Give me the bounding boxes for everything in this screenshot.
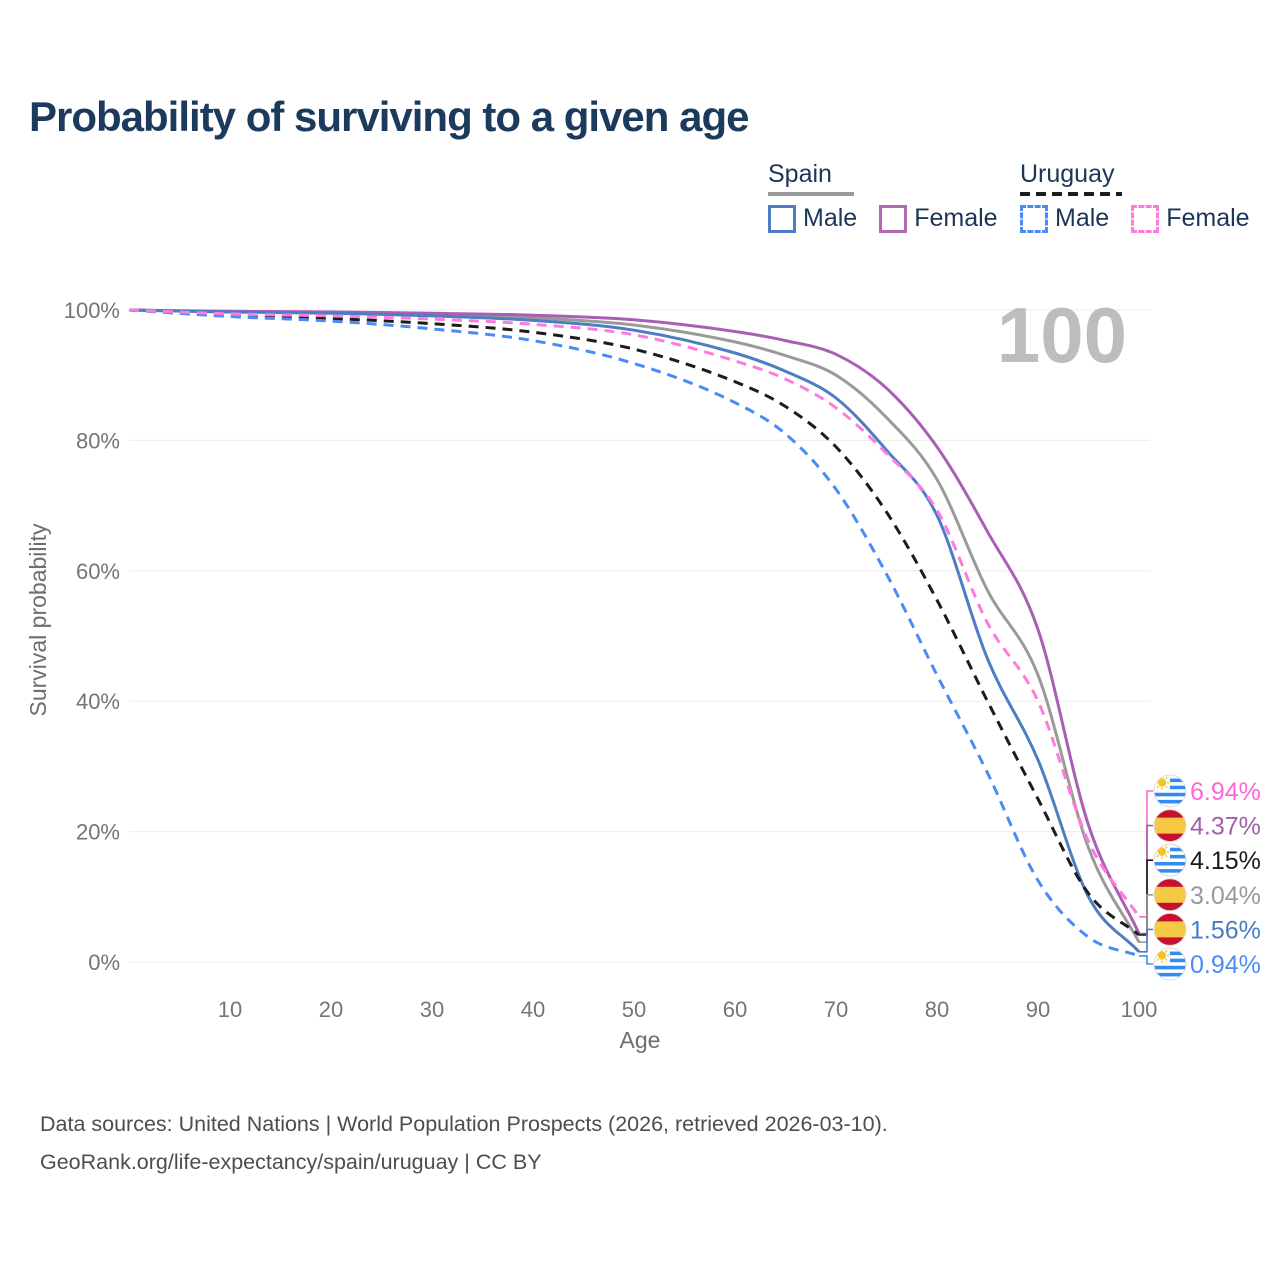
legend-item-label: Female — [914, 204, 998, 232]
x-tick-label: 50 — [622, 997, 646, 1022]
end-label-leader — [1139, 790, 1153, 918]
x-tick-label: 20 — [319, 997, 343, 1022]
legend-item-label: Male — [1055, 204, 1110, 232]
curve-uruguay-male — [128, 308, 1140, 958]
legend-underline-spain — [768, 192, 854, 196]
x-tick-label: 100 — [1121, 997, 1158, 1022]
x-tick-label: 80 — [925, 997, 949, 1022]
end-value-label: 4.15% — [1190, 847, 1261, 875]
curve-spain-male — [128, 308, 1141, 953]
end-label-leader — [1139, 894, 1153, 943]
x-tick-label: 30 — [420, 997, 444, 1022]
end-value-label: 3.04% — [1190, 882, 1261, 910]
legend-group-spain: Spain Male Female — [768, 160, 1020, 233]
y-tick-label: 100% — [64, 298, 120, 323]
legend-item-uruguay-male[interactable]: Male — [1020, 204, 1109, 233]
end-label-leader — [1139, 859, 1153, 936]
x-tick-label: 40 — [521, 997, 545, 1022]
legend-group-title-spain: Spain — [768, 160, 832, 188]
x-axis-title: Age — [620, 1027, 661, 1053]
spain-female-swatch-icon — [879, 204, 908, 233]
y-tick-label: 20% — [76, 820, 120, 845]
uruguay-male-swatch-icon — [1020, 204, 1048, 233]
end-value-label: 6.94% — [1190, 778, 1261, 806]
x-tick-label: 90 — [1026, 997, 1050, 1022]
chart-footer: Data sources: United Nations | World Pop… — [40, 1105, 888, 1181]
legend-item-label: Male — [803, 204, 858, 232]
end-value-label: 4.37% — [1190, 813, 1261, 841]
uruguay-flag-icon — [1153, 947, 1187, 981]
legend-item-label: Female — [1166, 204, 1250, 232]
legend-item-uruguay-female[interactable]: Female — [1131, 204, 1250, 233]
uruguay-flag-icon — [1153, 843, 1187, 877]
spain-male-swatch-icon — [768, 204, 796, 233]
data-sources-line: Data sources: United Nations | World Pop… — [40, 1112, 888, 1136]
legend-group-title-uruguay: Uruguay — [1020, 160, 1115, 188]
end-value-label: 1.56% — [1190, 916, 1261, 944]
legend-group-uruguay: Uruguay Male Female — [1020, 160, 1272, 233]
age-watermark: 100 — [997, 291, 1127, 379]
x-tick-label: 10 — [218, 997, 242, 1022]
y-tick-label: 60% — [76, 559, 120, 584]
attribution-line: GeoRank.org/life-expectancy/spain/urugua… — [40, 1150, 542, 1174]
legend-item-spain-female[interactable]: Female — [879, 204, 998, 233]
end-label-leader — [1139, 955, 1153, 965]
uruguay-female-swatch-icon — [1131, 204, 1160, 233]
curve-uruguay-female — [128, 308, 1141, 918]
legend-item-spain-male[interactable]: Male — [768, 204, 857, 233]
end-value-label: 0.94% — [1190, 951, 1261, 979]
end-label-leader — [1139, 928, 1153, 953]
legend-underline-uruguay — [1020, 192, 1122, 196]
x-tick-label: 60 — [723, 997, 747, 1022]
y-tick-label: 80% — [76, 428, 120, 453]
spain-flag-icon — [1153, 912, 1187, 946]
y-axis-title: Survival probability — [25, 523, 51, 717]
curve-uruguay-both — [128, 308, 1140, 937]
x-tick-label: 70 — [824, 997, 848, 1022]
y-tick-label: 40% — [76, 689, 120, 714]
page-title: Probability of surviving to a given age — [29, 93, 749, 140]
uruguay-flag-icon — [1153, 774, 1187, 808]
y-tick-label: 0% — [88, 950, 120, 975]
spain-flag-icon — [1153, 809, 1187, 843]
spain-flag-icon — [1153, 878, 1187, 912]
